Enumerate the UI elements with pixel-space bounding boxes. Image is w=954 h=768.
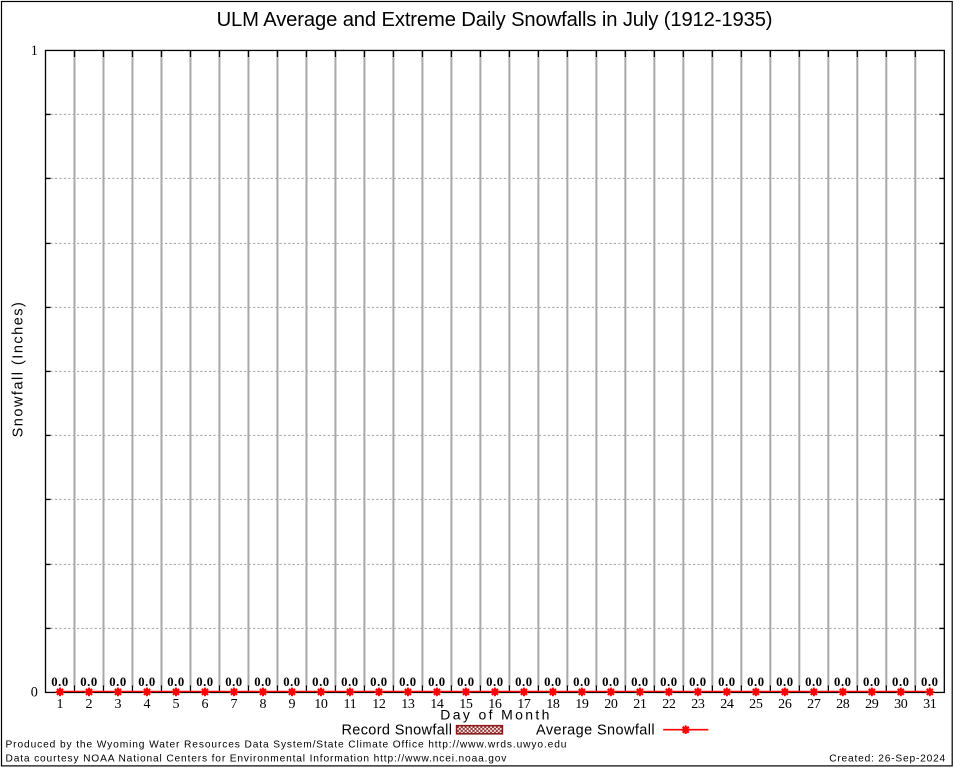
- svg-text:0.0: 0.0: [892, 675, 910, 689]
- svg-text:Record Snowfall: Record Snowfall: [341, 722, 452, 738]
- svg-text:0.0: 0.0: [863, 675, 881, 689]
- svg-text:0.0: 0.0: [196, 675, 214, 689]
- svg-text:10: 10: [314, 697, 328, 712]
- svg-text:20: 20: [604, 697, 618, 712]
- svg-text:14: 14: [430, 697, 444, 712]
- svg-text:29: 29: [865, 697, 879, 712]
- svg-text:15: 15: [459, 697, 473, 712]
- svg-text:7: 7: [230, 697, 237, 712]
- svg-text:21: 21: [633, 697, 647, 712]
- svg-text:0.0: 0.0: [515, 675, 533, 689]
- svg-text:24: 24: [720, 697, 734, 712]
- svg-text:Data courtesy NOAA National Ce: Data courtesy NOAA National Centers for …: [6, 754, 508, 765]
- svg-text:0.0: 0.0: [341, 675, 359, 689]
- svg-text:0.0: 0.0: [834, 675, 852, 689]
- svg-text:31: 31: [923, 697, 937, 712]
- svg-text:27: 27: [807, 697, 821, 712]
- svg-text:19: 19: [575, 697, 589, 712]
- svg-text:0.0: 0.0: [660, 675, 678, 689]
- svg-text:0.0: 0.0: [689, 675, 707, 689]
- svg-text:18: 18: [546, 697, 560, 712]
- svg-text:0.0: 0.0: [747, 675, 765, 689]
- svg-text:0.0: 0.0: [805, 675, 823, 689]
- svg-text:0.0: 0.0: [80, 675, 98, 689]
- svg-text:0.0: 0.0: [370, 675, 388, 689]
- svg-text:0.0: 0.0: [573, 675, 591, 689]
- svg-text:9: 9: [288, 697, 295, 712]
- svg-text:0.0: 0.0: [138, 675, 156, 689]
- svg-text:0.0: 0.0: [921, 675, 939, 689]
- svg-text:11: 11: [344, 697, 357, 712]
- svg-text:0.0: 0.0: [602, 675, 620, 689]
- svg-text:0: 0: [31, 684, 38, 700]
- svg-text:Day of Month: Day of Month: [440, 707, 551, 723]
- svg-text:0.0: 0.0: [544, 675, 562, 689]
- svg-text:0.0: 0.0: [109, 675, 127, 689]
- svg-text:16: 16: [488, 697, 502, 712]
- svg-text:8: 8: [259, 697, 266, 712]
- svg-text:22: 22: [662, 697, 676, 712]
- svg-text:0.0: 0.0: [486, 675, 504, 689]
- svg-text:6: 6: [201, 697, 208, 712]
- svg-text:12: 12: [372, 697, 386, 712]
- svg-text:Average Snowfall: Average Snowfall: [536, 722, 655, 738]
- svg-text:Created: 26-Sep-2024: Created: 26-Sep-2024: [829, 754, 946, 765]
- svg-text:Produced by the Wyoming Water: Produced by the Wyoming Water Resources …: [6, 740, 568, 751]
- svg-text:3: 3: [114, 697, 121, 712]
- svg-text:1: 1: [57, 697, 64, 712]
- svg-text:0.0: 0.0: [225, 675, 243, 689]
- svg-text:0.0: 0.0: [254, 675, 272, 689]
- svg-text:17: 17: [517, 697, 531, 712]
- svg-text:Snowfall (Inches): Snowfall (Inches): [11, 301, 27, 438]
- svg-text:0.0: 0.0: [51, 675, 69, 689]
- svg-text:13: 13: [401, 697, 415, 712]
- svg-text:23: 23: [691, 697, 705, 712]
- svg-text:0.0: 0.0: [167, 675, 185, 689]
- svg-text:0.0: 0.0: [776, 675, 794, 689]
- svg-text:25: 25: [749, 697, 763, 712]
- svg-text:26: 26: [778, 697, 792, 712]
- svg-text:5: 5: [172, 697, 179, 712]
- svg-text:2: 2: [85, 697, 92, 712]
- svg-text:30: 30: [894, 697, 908, 712]
- svg-text:0.0: 0.0: [283, 675, 301, 689]
- svg-text:0.0: 0.0: [718, 675, 736, 689]
- svg-text:ULM Average and Extreme Daily: ULM Average and Extreme Daily Snowfalls …: [217, 9, 773, 31]
- svg-text:4: 4: [143, 697, 150, 712]
- svg-text:0.0: 0.0: [631, 675, 649, 689]
- svg-text:0.0: 0.0: [312, 675, 330, 689]
- svg-text:1: 1: [31, 43, 38, 59]
- svg-text:0.0: 0.0: [399, 675, 417, 689]
- svg-text:0.0: 0.0: [457, 675, 475, 689]
- svg-text:28: 28: [836, 697, 850, 712]
- svg-text:0.0: 0.0: [428, 675, 446, 689]
